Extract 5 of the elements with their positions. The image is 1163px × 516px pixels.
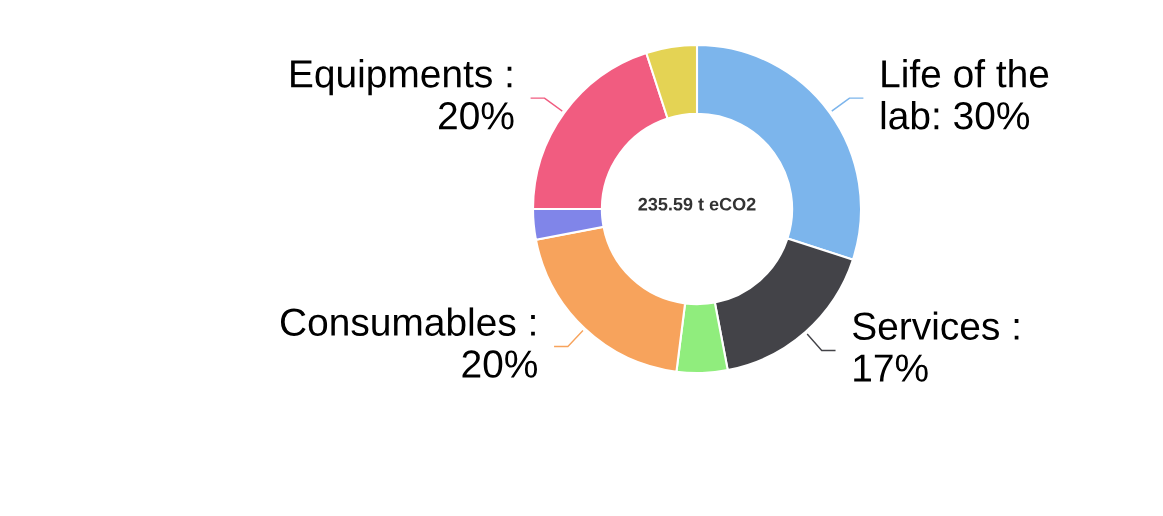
slice-label: Life of the lab: 30% <box>881 59 1049 130</box>
slice-label: Services : 17% <box>853 311 1019 382</box>
slice-label: Equipments : 20% <box>291 59 514 130</box>
slice-label: Consumables : 20% <box>280 307 537 378</box>
text: 235.59 t eCO2 <box>638 197 756 211</box>
